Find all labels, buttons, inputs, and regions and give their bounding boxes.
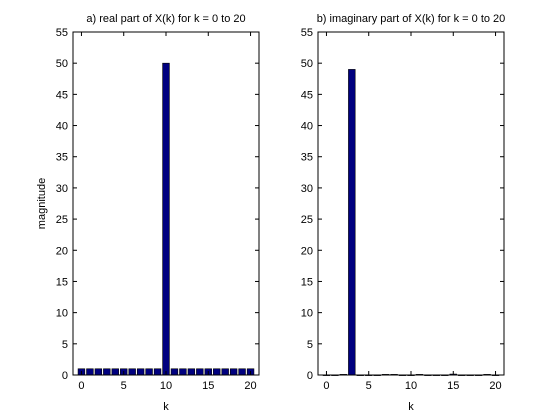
y-tick-label: 50 bbox=[56, 58, 68, 70]
bar-k-12 bbox=[179, 368, 187, 376]
bar-k-19 bbox=[238, 368, 246, 376]
y-tick-label: 20 bbox=[56, 245, 68, 257]
x-axis-label: k bbox=[408, 401, 414, 413]
y-tick-label: 25 bbox=[301, 214, 313, 226]
bar-k-9 bbox=[153, 368, 162, 376]
bar-k-18 bbox=[229, 368, 238, 376]
bar-k-3 bbox=[103, 368, 111, 376]
bar-k-2 bbox=[94, 368, 103, 376]
y-axis-label: magnitude bbox=[36, 178, 48, 229]
x-tick-label: 20 bbox=[244, 380, 256, 392]
x-tick-label: 0 bbox=[78, 380, 84, 392]
chart-panel-a: 0 5 10 15 20 25 30 35 40 45 50 55 0 5 10 15 20 a) real pa… bbox=[36, 13, 260, 413]
y-tick-label: 0 bbox=[307, 370, 313, 382]
bar-k-17 bbox=[221, 368, 229, 376]
x-tick-label: 10 bbox=[160, 380, 172, 392]
chart-panel-b: 0 5 10 15 20 25 30 35 40 45 50 55 0 5 10 15 20 b) imagina… bbox=[301, 13, 506, 413]
chart-title: a) real part of X(k) for k = 0 to 20 bbox=[86, 13, 245, 25]
y-tick-label: 5 bbox=[62, 339, 68, 351]
bar-k-6 bbox=[128, 368, 136, 376]
y-tick-label: 5 bbox=[307, 339, 313, 351]
y-tick-label: 0 bbox=[62, 370, 68, 382]
x-tick-label: 15 bbox=[447, 380, 459, 392]
bar-k-7 bbox=[136, 368, 145, 376]
bar-k-4 bbox=[111, 368, 119, 376]
x-tick-label: 0 bbox=[323, 380, 329, 392]
x-tick-label: 10 bbox=[405, 380, 417, 392]
y-tick-label: 50 bbox=[301, 58, 313, 70]
bar-k-16 bbox=[213, 368, 221, 376]
y-tick-label: 35 bbox=[56, 152, 68, 164]
bar-k-8 bbox=[145, 368, 153, 376]
x-tick-label: 15 bbox=[202, 380, 214, 392]
y-tick-label: 45 bbox=[301, 89, 313, 101]
chart-title: b) imaginary part of X(k) for k = 0 to 2… bbox=[317, 13, 506, 25]
y-tick-label: 55 bbox=[301, 27, 313, 39]
y-tick-label: 25 bbox=[56, 214, 68, 226]
y-tick-label: 30 bbox=[56, 183, 68, 195]
x-tick-label: 5 bbox=[366, 380, 372, 392]
bar-k-13 bbox=[187, 368, 196, 376]
y-tick-label: 20 bbox=[301, 245, 313, 257]
y-tick-label: 40 bbox=[301, 121, 313, 133]
bar-k-11 bbox=[170, 368, 179, 376]
y-tick-label: 30 bbox=[301, 183, 313, 195]
x-tick-label: 20 bbox=[489, 380, 501, 392]
y-tick-label: 10 bbox=[56, 308, 68, 320]
y-tick-label: 45 bbox=[56, 89, 68, 101]
bar-k-14 bbox=[196, 368, 204, 376]
y-tick-label: 15 bbox=[56, 276, 68, 288]
y-tick-label: 40 bbox=[56, 121, 68, 133]
y-tick-label: 35 bbox=[301, 152, 313, 164]
x-axis-label: k bbox=[163, 401, 169, 413]
y-tick-label: 55 bbox=[56, 27, 68, 39]
bar-k-3 bbox=[348, 69, 356, 376]
y-tick-label: 15 bbox=[301, 276, 313, 288]
bar-k-1 bbox=[86, 368, 94, 376]
y-tick-label: 10 bbox=[301, 308, 313, 320]
bar-k-10 bbox=[162, 62, 170, 376]
x-tick-label: 5 bbox=[121, 380, 127, 392]
